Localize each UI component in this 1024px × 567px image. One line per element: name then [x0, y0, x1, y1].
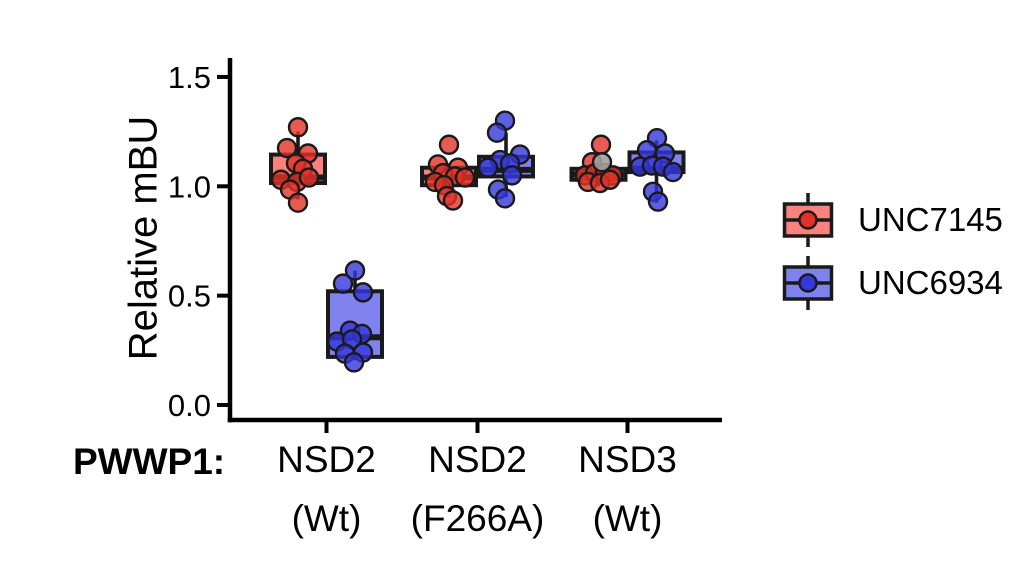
x-category-label-line2: (Wt) [593, 498, 663, 539]
data-point-unc7145 [298, 167, 320, 188]
data-point-unc6934 [501, 165, 523, 186]
legend-glyph-point-unc7145 [798, 210, 818, 230]
data-point-unc6934 [352, 282, 374, 303]
x-category-label-line1: NSD2 [277, 439, 376, 480]
y-tick-label: 0.5 [168, 279, 211, 314]
data-point-gray [591, 152, 613, 173]
legend-label-unc7145: UNC7145 [858, 201, 1003, 238]
data-point-unc6934 [647, 191, 669, 212]
data-point-unc6934 [494, 188, 516, 209]
x-category-label-line2: (F266A) [411, 498, 545, 539]
x-axis-prefix-label: PWWP1: [73, 441, 226, 482]
x-category-label-line1: NSD3 [578, 439, 677, 480]
data-point-unc6934 [477, 157, 499, 178]
data-point-unc7145 [599, 169, 621, 190]
data-point-unc6934 [486, 122, 508, 143]
data-point-unc6934 [332, 273, 354, 294]
x-category-label-line1: NSD2 [428, 439, 527, 480]
data-point-unc6934 [344, 260, 366, 281]
y-axis-title: Relative mBU [121, 115, 166, 361]
data-point-unc6934 [343, 352, 365, 373]
data-point-unc7145 [438, 134, 460, 155]
data-point-unc7145 [590, 134, 612, 155]
data-point-unc6934 [662, 161, 684, 183]
y-tick-label: 1.0 [168, 169, 211, 204]
y-tick-label: 1.5 [168, 60, 211, 95]
data-point-unc7145 [454, 167, 476, 188]
data-point-unc7145 [287, 117, 309, 138]
data-point-unc7145 [442, 190, 464, 211]
x-category-label-line2: (Wt) [292, 498, 362, 539]
data-point-unc7145 [287, 192, 309, 213]
data-point-unc7145 [276, 137, 298, 159]
y-tick-label: 0.0 [168, 388, 211, 423]
legend-label-unc6934: UNC6934 [858, 264, 1003, 301]
legend-glyph-point-unc6934 [798, 273, 818, 293]
